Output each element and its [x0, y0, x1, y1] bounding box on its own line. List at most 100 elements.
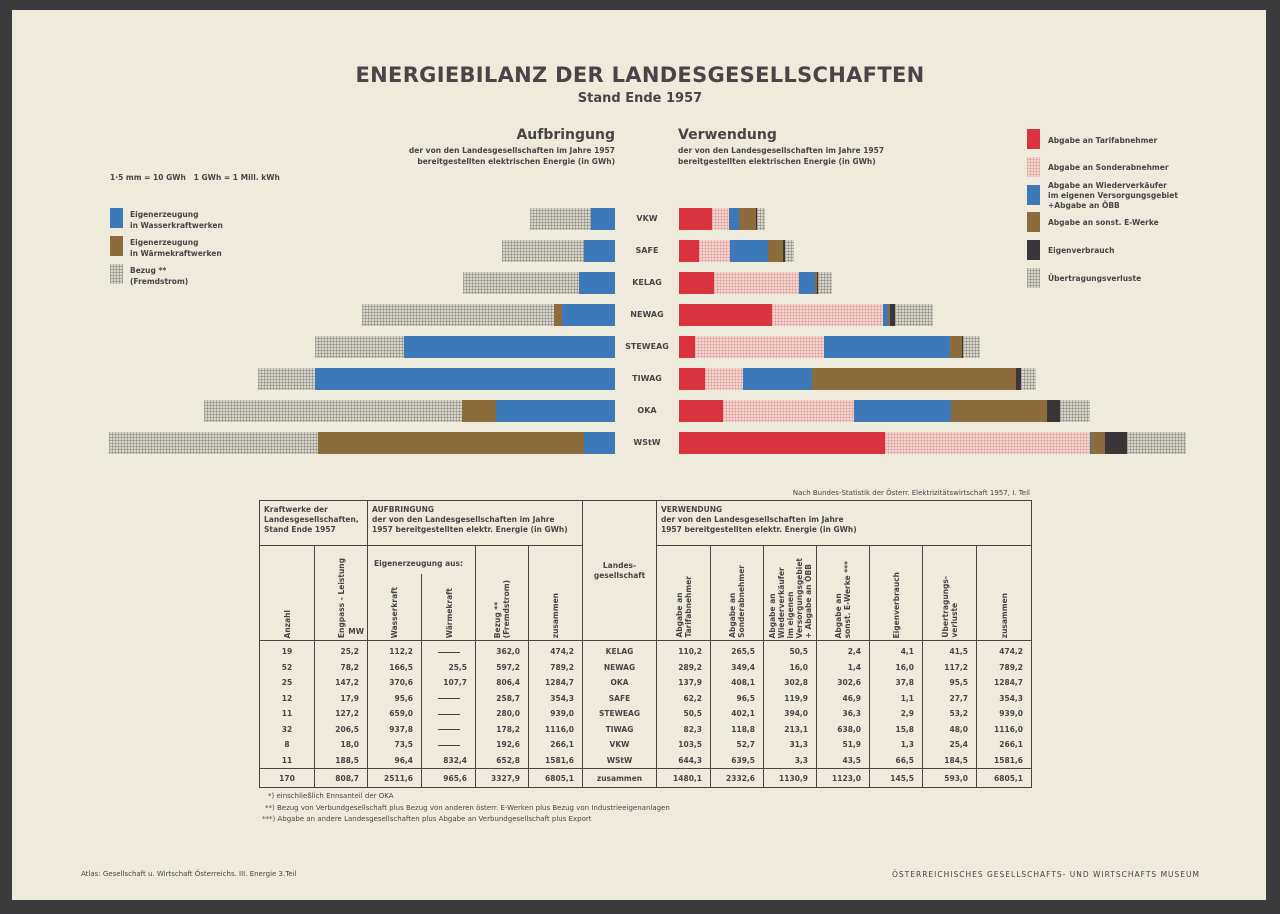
legend-line: (Fremdstrom)	[130, 277, 189, 286]
header-text: Abgabe an Sonderabnehmer	[728, 561, 746, 638]
header-line: Wiederverkäufer	[776, 566, 786, 638]
cell-value: 107,7	[443, 678, 467, 688]
chart-title: ENERGIEBILANZ DER LANDESGESELLSCHAFTEN	[355, 63, 925, 87]
cell-value: 184,5	[944, 755, 968, 765]
header-text: Eigenverbrauch	[891, 571, 901, 638]
category-label: KELAG	[632, 278, 662, 287]
bar-sonder-steweag	[695, 336, 824, 358]
header-verwendung: VERWENDUNG der von den Landesgesellschaf…	[656, 500, 1032, 546]
table-cell: 1581,6	[528, 752, 583, 769]
table-cell: 166,5	[367, 659, 422, 675]
table-cell: 832,4	[421, 752, 476, 769]
legend-line: Eigenerzeugung	[130, 210, 199, 219]
col-header-eigenerzeugung: Eigenerzeugung aus: Wasserkraft Wärmekra…	[367, 545, 476, 641]
table-cell: 394,0	[763, 706, 817, 722]
cell-value: 1284,7	[545, 678, 574, 688]
category-label: TIWAG	[632, 374, 662, 383]
total-cell: 593,0	[922, 768, 977, 788]
table-cell: 652,8	[475, 752, 529, 769]
table-cell: 17,9	[314, 690, 368, 706]
table-cell: 789,2	[528, 659, 583, 675]
cell-value: VKW	[609, 740, 630, 750]
table-cell: 96,4	[367, 752, 422, 769]
col-header-engpass: Engpass - Leistung MW	[314, 545, 368, 641]
cell-value: 2511,6	[384, 773, 413, 783]
cell-value: 147,2	[335, 678, 359, 688]
bar-tarif-newag	[679, 304, 772, 326]
col-header-verluste: Übertragungs-verluste	[922, 545, 977, 641]
cell-value: 408,1	[731, 678, 755, 688]
bar-tarif-kelag	[679, 272, 715, 294]
table-cell: 639,5	[710, 752, 764, 769]
table-cell: 1116,0	[976, 721, 1032, 737]
bar-bezug-oka	[203, 400, 462, 422]
cell-value: 1581,6	[994, 755, 1023, 765]
total-row: 170 808,7 2511,6 965,6 3327,9 6805,1 zusammen 1…	[259, 768, 1032, 788]
cell-value: 808,7	[335, 773, 359, 783]
cell-value: 652,8	[496, 755, 520, 765]
cell-value: 280,0	[496, 709, 520, 719]
legend-label-verluste: Übertragungsverluste	[1048, 274, 1142, 283]
cell-value: 832,4	[443, 755, 467, 765]
eigen-divider	[421, 574, 422, 640]
table-cell: 53,2	[922, 706, 977, 722]
legend-swatch-tarif	[1027, 129, 1040, 149]
header-line: VERWENDUNG	[661, 505, 723, 514]
table-cell: 16,0	[869, 659, 923, 675]
table-cell: 52,7	[710, 737, 764, 753]
legend-label-eigenverbrauch: Eigenverbrauch	[1048, 246, 1115, 255]
table-cell: 258,7	[475, 690, 529, 706]
cell-value: 25	[281, 678, 293, 688]
cell-value: 19	[281, 647, 293, 657]
table-cell: 188,5	[314, 752, 368, 769]
bar-verluste-wstw	[1126, 432, 1186, 454]
header-line: Sonderabnehmer	[737, 565, 746, 638]
cell-value: 48,0	[949, 724, 968, 734]
cell-value: 112,2	[389, 647, 413, 657]
header-line: Landes-	[602, 560, 637, 570]
table-row: 19 25,2 112,2 362,0 474,2 KELAG 110,2 265,5 50,5…	[259, 640, 1032, 660]
cell-value: 1,4	[847, 662, 861, 672]
cell-value: 939,0	[550, 709, 574, 719]
table-cell: 66,5	[869, 752, 923, 769]
cell-value: 50,5	[789, 647, 808, 657]
total-cell: 3327,9	[475, 768, 529, 788]
cell-value: 118,8	[731, 724, 755, 734]
bar-eigenverbrauch-steweag	[961, 336, 964, 358]
total-cell: 6805,1	[528, 768, 583, 788]
table-row: 11 127,2 659,0 280,0 939,0 STEWEAG 50,5 402,1 39…	[259, 706, 1032, 722]
legend-label-bezug: Bezug ** (Fremdstrom)	[130, 265, 188, 287]
cell-value: 188,5	[335, 755, 359, 765]
table-cell: 349,4	[710, 659, 764, 675]
cell-value: 11	[281, 709, 293, 719]
cell-value: 127,2	[335, 709, 359, 719]
table-cell: 11	[259, 706, 315, 722]
cell-value: 66,5	[895, 755, 914, 765]
cell-value: 37,8	[895, 678, 914, 688]
bar-sonstE-wstw	[1091, 432, 1106, 454]
table-cell	[421, 690, 476, 706]
cell-value: 96,5	[736, 693, 755, 703]
table-cell: 1581,6	[976, 752, 1032, 769]
header-line: Übertragungs-	[940, 576, 950, 638]
dash	[437, 744, 460, 746]
aufbringung-subheading: der von den Landesgesellschaften im Jahr…	[360, 145, 615, 167]
table-cell: 25	[259, 675, 315, 691]
cell-value: 1480,1	[673, 773, 702, 783]
header-line: + Abgabe an ÖBB	[803, 563, 813, 638]
cell-value: 639,5	[731, 755, 755, 765]
table-cell: 43,5	[816, 752, 870, 769]
bar-waerme-newag	[553, 304, 562, 326]
total-cell: 1130,9	[763, 768, 817, 788]
mw-unit: MW	[348, 627, 364, 636]
table-cell: 4,1	[869, 640, 923, 660]
cell-value: 103,5	[678, 740, 702, 750]
table-cell: STEWEAG	[582, 706, 657, 722]
table-cell: 408,1	[710, 675, 764, 691]
cell-value: 137,9	[678, 678, 702, 688]
legend-swatch-bezug	[110, 264, 123, 284]
header-line: Abgabe an	[674, 592, 684, 638]
table-cell: 266,1	[976, 737, 1032, 753]
legend-label-wiederverkaeufer: Abgabe an Wiederverkäufer im eigenen Vers…	[1048, 181, 1178, 211]
table-cell: TIWAG	[582, 721, 657, 737]
